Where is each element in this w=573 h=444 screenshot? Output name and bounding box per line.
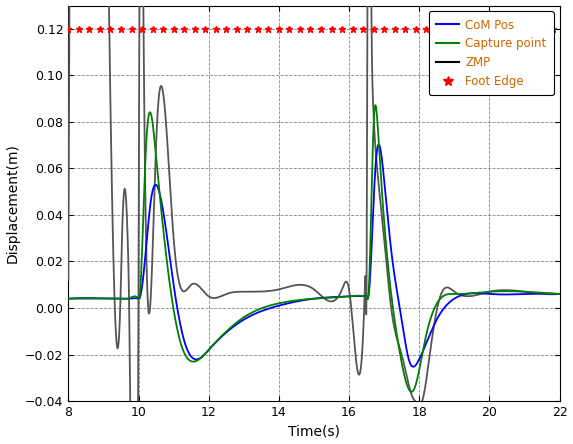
Legend: CoM Pos, Capture point, ZMP, Foot Edge: CoM Pos, Capture point, ZMP, Foot Edge xyxy=(429,12,554,95)
Y-axis label: Displacement(m): Displacement(m) xyxy=(6,143,19,263)
X-axis label: Time(s): Time(s) xyxy=(288,424,340,438)
